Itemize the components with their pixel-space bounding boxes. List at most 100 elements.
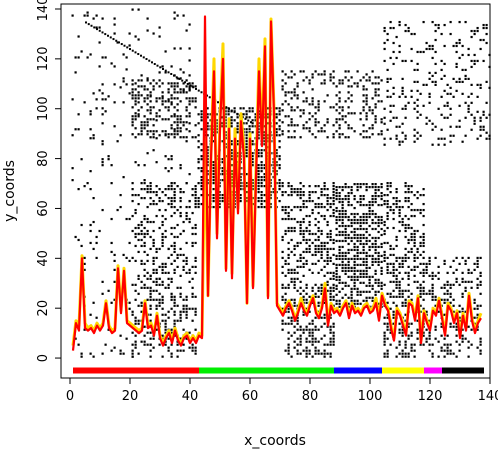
scatter-point: [377, 76, 380, 79]
scatter-point: [392, 26, 395, 30]
scatter-point: [101, 164, 104, 167]
scatter-point: [152, 346, 155, 349]
scatter-point: [173, 295, 176, 298]
scatter-point: [119, 193, 122, 197]
scatter-point: [302, 199, 305, 203]
scatter-point: [353, 236, 356, 240]
diagonal-point: [90, 24, 93, 27]
scatter-point: [278, 113, 281, 116]
scatter-point: [380, 191, 383, 195]
scatter-point: [353, 275, 356, 278]
scatter-point: [374, 239, 377, 243]
scatter-point: [428, 259, 431, 263]
scatter-point: [374, 245, 377, 249]
scatter-point: [263, 164, 266, 167]
scatter-point: [161, 295, 164, 298]
scatter-point: [356, 200, 359, 204]
scatter-point: [467, 355, 470, 358]
scatter-point: [473, 62, 476, 66]
scatter-point: [134, 97, 137, 100]
scatter-point: [374, 257, 377, 261]
scatter-point: [305, 328, 308, 331]
scatter-point: [350, 218, 353, 222]
scatter-point: [293, 226, 296, 230]
scatter-point: [404, 319, 407, 322]
scatter-point: [464, 134, 467, 137]
scatter-point: [392, 301, 395, 304]
scatter-point: [248, 107, 251, 110]
scatter-point: [335, 209, 338, 213]
scatter-point: [365, 130, 368, 133]
scatter-point: [170, 124, 173, 127]
scatter-point: [155, 202, 158, 206]
scatter-point: [146, 124, 149, 127]
scatter-point: [269, 205, 272, 209]
scatter-point: [362, 85, 365, 88]
scatter-point: [275, 164, 278, 167]
scatter-point: [335, 206, 338, 210]
scatter-point: [185, 298, 188, 301]
scatter-point: [167, 185, 170, 188]
scatter-point: [365, 103, 368, 106]
scatter-point: [386, 292, 389, 295]
scatter-point: [173, 205, 176, 209]
scatter-point: [245, 128, 248, 131]
scatter-point: [152, 238, 155, 242]
scatter-point: [356, 245, 359, 249]
scatter-point: [314, 121, 317, 124]
scatter-point: [101, 143, 104, 146]
scatter-point: [473, 307, 476, 310]
scatter-point: [170, 232, 173, 236]
scatter-point: [176, 121, 179, 124]
scatter-point: [98, 229, 101, 233]
scatter-point: [146, 253, 149, 257]
scatter-point: [368, 79, 371, 82]
scatter-point: [155, 100, 158, 103]
scatter-point: [377, 260, 380, 264]
scatter-point: [413, 32, 416, 36]
scatter-point: [392, 196, 395, 200]
scatter-point: [461, 271, 464, 274]
scatter-point: [293, 268, 296, 271]
scatter-point: [395, 188, 398, 191]
scatter-point: [212, 161, 215, 164]
scatter-point: [296, 304, 299, 307]
scatter-point: [179, 286, 182, 289]
scatter-point: [458, 77, 461, 80]
scatter-point: [347, 200, 350, 204]
scatter-point: [326, 256, 329, 260]
diagonal-point: [126, 46, 129, 49]
scatter-point: [374, 118, 377, 121]
scatter-point: [185, 109, 188, 112]
scatter-point: [317, 220, 320, 224]
scatter-point: [371, 284, 374, 287]
scatter-point: [350, 76, 353, 79]
scatter-point: [137, 38, 140, 41]
scatter-point: [428, 71, 431, 75]
scatter-point: [179, 337, 182, 340]
scatter-point: [188, 100, 191, 103]
scatter-point: [179, 349, 182, 352]
scatter-point: [101, 92, 104, 95]
scatter-point: [407, 322, 410, 325]
scatter-point: [437, 26, 440, 30]
scatter-point: [389, 190, 392, 194]
scatter-point: [362, 263, 365, 267]
scatter-point: [428, 256, 431, 260]
scatter-point: [368, 245, 371, 249]
scatter-point: [335, 221, 338, 225]
scatter-point: [371, 299, 374, 302]
scatter-point: [389, 182, 392, 185]
scatter-point: [302, 262, 305, 266]
scatter-point: [149, 292, 152, 295]
scatter-point: [251, 164, 254, 167]
scatter-point: [428, 95, 431, 98]
scatter-point: [338, 278, 341, 281]
scatter-point: [332, 185, 335, 188]
scatter-point: [170, 298, 173, 301]
scatter-point: [200, 113, 203, 116]
scatter-point: [365, 203, 368, 207]
scatter-point: [179, 313, 182, 316]
scatter-point: [143, 262, 146, 266]
y-tick-label: 40: [36, 250, 51, 267]
